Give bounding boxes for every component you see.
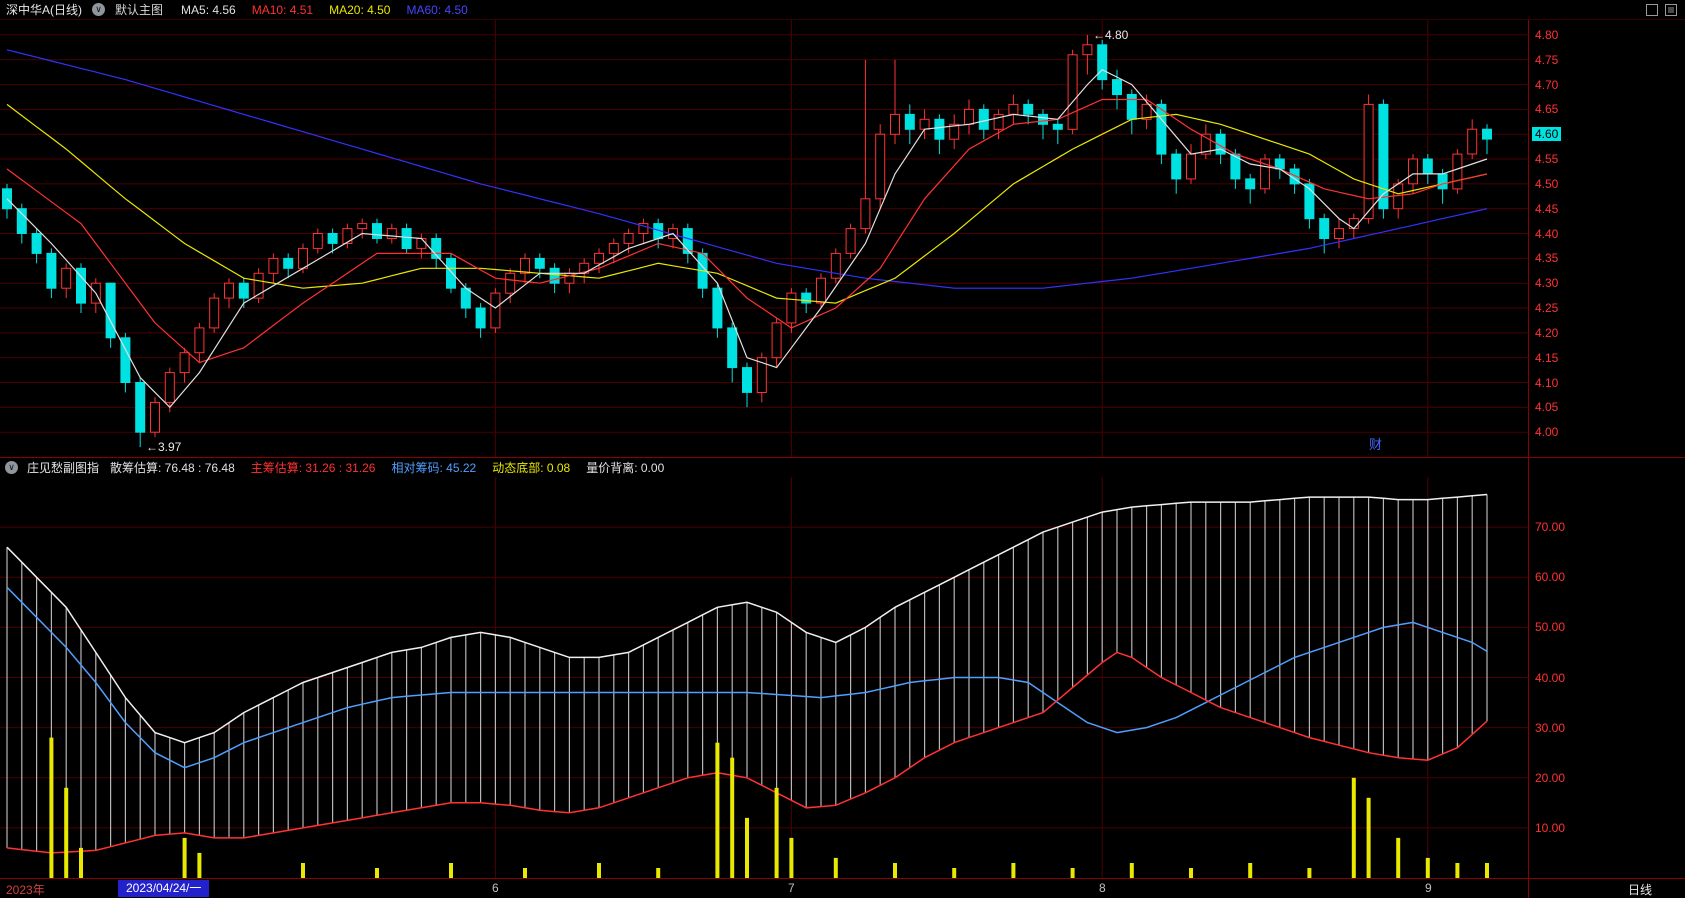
- main-chips-line: [6, 651, 1488, 854]
- ma-label: MA60: 4.50: [406, 2, 468, 17]
- indicator-field: 相对筹码: 45.22: [391, 461, 477, 475]
- price-tick: 4.50: [1535, 177, 1559, 191]
- indicator-tick: 10.00: [1535, 821, 1566, 835]
- ma-label: MA20: 4.50: [329, 2, 391, 17]
- indicator-field: 主筹估算: 31.26 : 31.26: [250, 461, 376, 475]
- ma20-line: [6, 103, 1488, 304]
- relative-chips-line: [6, 586, 1488, 769]
- month-label[interactable]: 8: [1099, 881, 1106, 895]
- price-tick: 4.75: [1535, 53, 1559, 67]
- year-label: 2023年: [6, 883, 45, 897]
- pin-window-icon[interactable]: [1646, 4, 1658, 16]
- price-tick: 4.30: [1535, 276, 1559, 290]
- ma10-line: [6, 98, 1488, 364]
- indicator-tick: 30.00: [1535, 721, 1566, 735]
- price-annotation: ←3.97: [146, 440, 182, 454]
- month-label[interactable]: 7: [788, 881, 795, 895]
- price-tick: 4.25: [1535, 301, 1559, 315]
- price-tick: 4.05: [1535, 400, 1559, 414]
- overlay-label[interactable]: 默认主图: [115, 3, 164, 17]
- corner-icons: [1646, 4, 1677, 16]
- main-chart-titlebar: 深中华A(日线) ∨ 默认主图 MA5: 4.56 MA10: 4.51 MA20:…: [0, 0, 1685, 20]
- time-axis-bar: 2023年 2023/04/24/一 6 7 8 9 日线: [0, 878, 1685, 898]
- ma-label: MA10: 4.51: [251, 2, 314, 17]
- price-annotation: ←4.80: [1093, 28, 1129, 42]
- price-tick: 4.70: [1535, 78, 1559, 92]
- ma5-line: [6, 68, 1488, 409]
- ma60-line: [6, 49, 1488, 289]
- month-label[interactable]: 9: [1425, 881, 1432, 895]
- scattered-chips-line: [6, 493, 1488, 744]
- indicator-name[interactable]: 庄见愁副图指: [27, 461, 100, 475]
- indicator-tick: 50.00: [1535, 620, 1566, 634]
- indicator-chart[interactable]: [0, 477, 1528, 878]
- indicator-values: 散筹估算: 76.48 : 76.48 主筹估算: 31.26 : 31.26 相对…: [110, 459, 664, 476]
- main-price-axis: 4.80 4.75 4.70 4.65 4.60 4.55 4.50 4.45 4.40 4.35…: [1528, 20, 1685, 457]
- dynamic-bottom-bars: [49, 737, 1489, 878]
- indicator-field: 散筹估算: 76.48 : 76.48: [110, 461, 235, 475]
- price-tick: 4.20: [1535, 326, 1559, 340]
- band-bars: [6, 494, 1488, 853]
- price-tick: 4.80: [1535, 28, 1559, 42]
- maximize-panel-icon[interactable]: [1665, 4, 1677, 16]
- month-label[interactable]: 6: [492, 881, 499, 895]
- month-labels: 6 7 8 9: [0, 879, 1685, 898]
- indicator-panel: 70.00 60.00 50.00 40.00 30.00 20.00 10.00: [0, 477, 1685, 878]
- event-marker-label: 财: [1369, 437, 1382, 452]
- indicator-field: 量价背离: 0.00: [586, 461, 665, 475]
- indicator-tick: 20.00: [1535, 771, 1566, 785]
- indicator-axis: 70.00 60.00 50.00 40.00 30.00 20.00 10.00: [1528, 477, 1685, 878]
- overlay-dropdown-icon[interactable]: ∨: [92, 3, 105, 16]
- price-tick: 4.00: [1535, 425, 1559, 439]
- price-tick: 4.40: [1535, 227, 1559, 241]
- main-chart-panel: ←4.80 ←3.97 财 4.80 4.75 4.70 4.65 4.60 4.55 4.50…: [0, 20, 1685, 457]
- candles-layer: [2, 34, 1492, 448]
- price-tick: 4.65: [1535, 102, 1559, 116]
- indicator-header: ∨ 庄见愁副图指 散筹估算: 76.48 : 76.48 主筹估算: 31.26 …: [0, 457, 1685, 477]
- price-tick: 4.10: [1535, 376, 1559, 390]
- ma-legend: MA5: 4.56 MA10: 4.51 MA20: 4.50 MA60: 4.50: [181, 3, 468, 17]
- selected-date-badge[interactable]: 2023/04/24/一: [118, 880, 210, 897]
- indicator-field: 动态底部: 0.08: [492, 461, 571, 475]
- period-label[interactable]: 日线: [1628, 883, 1653, 897]
- main-candlestick-chart[interactable]: ←4.80 ←3.97 财: [0, 20, 1528, 457]
- price-tick: 4.60: [1532, 127, 1562, 141]
- symbol-title: 深中华A(日线): [6, 3, 82, 17]
- price-tick: 4.35: [1535, 251, 1559, 265]
- price-tick: 4.45: [1535, 202, 1559, 216]
- indicator-tick: 40.00: [1535, 671, 1566, 685]
- indicator-tick: 60.00: [1535, 570, 1566, 584]
- price-tick: 4.55: [1535, 152, 1559, 166]
- indicator-tick: 70.00: [1535, 520, 1566, 534]
- indicator-dropdown-icon[interactable]: ∨: [5, 461, 18, 474]
- price-tick: 4.15: [1535, 351, 1559, 365]
- ma-label: MA5: 4.56: [181, 2, 236, 17]
